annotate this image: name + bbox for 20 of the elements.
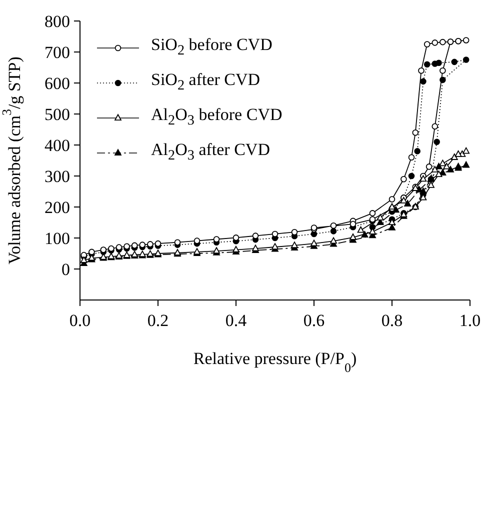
y-tick-label: 400 <box>44 136 70 156</box>
y-tick-label: 500 <box>44 105 70 124</box>
legend-label: Al$_{2}$O$_{3}$ after CVD <box>151 140 270 165</box>
y-tick-label: 700 <box>44 43 70 62</box>
x-tick-label: 0.6 <box>303 311 325 330</box>
y-tick-label: 300 <box>44 167 70 186</box>
x-tick-label: 1.0 <box>459 311 481 330</box>
x-axis-title: Relative pressure (P/P$_{0}$) <box>193 349 357 374</box>
y-tick-label: 200 <box>44 198 70 218</box>
y-tick-label: 600 <box>44 74 70 94</box>
x-tick-label: 0.4 <box>225 311 248 330</box>
y-tick-label: 0 <box>62 260 70 280</box>
x-tick-label: 0.8 <box>381 311 403 330</box>
legend-label: Al$_{2}$O$_{3}$ before CVD <box>151 105 282 130</box>
legend-label: SiO$_{2}$ after CVD <box>151 70 260 95</box>
x-tick-label: 0.2 <box>147 311 169 330</box>
y-tick-label: 100 <box>44 229 70 248</box>
legend-label: SiO$_{2}$ before CVD <box>151 35 272 60</box>
y-tick-label: 800 <box>44 12 70 32</box>
x-tick-label: 0.0 <box>69 311 91 330</box>
